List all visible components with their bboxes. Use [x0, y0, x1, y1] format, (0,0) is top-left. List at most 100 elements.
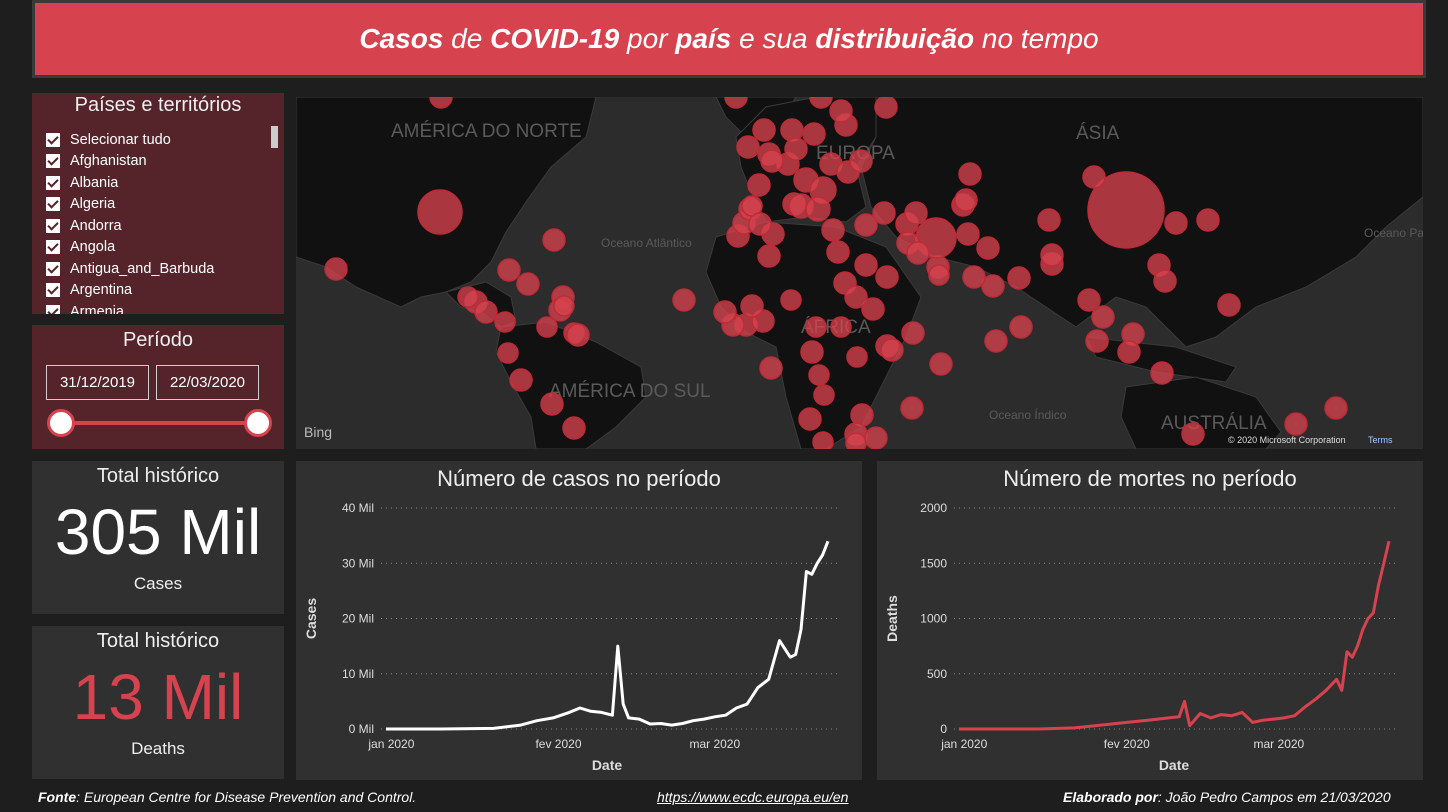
data-point[interactable]	[1036, 727, 1040, 731]
case-bubble[interactable]	[1082, 165, 1106, 189]
data-point[interactable]	[691, 719, 695, 723]
country-item[interactable]: Antigua_and_Barbuda	[46, 258, 266, 280]
case-bubble[interactable]	[1085, 329, 1109, 353]
world-map[interactable]: AMÉRICA DO NORTE AMÉRICA DO SUL ÁFRICA E…	[296, 97, 1423, 449]
case-bubble[interactable]	[1077, 288, 1101, 312]
data-point[interactable]	[745, 702, 749, 706]
case-bubble[interactable]	[780, 289, 802, 311]
data-point[interactable]	[567, 710, 571, 714]
case-bubble[interactable]	[813, 384, 835, 406]
data-point[interactable]	[600, 710, 604, 714]
period-slider-start-handle[interactable]	[47, 409, 75, 437]
data-point[interactable]	[1230, 714, 1234, 718]
case-bubble[interactable]	[800, 340, 824, 364]
case-bubble[interactable]	[805, 316, 827, 338]
data-point[interactable]	[519, 723, 523, 727]
data-point[interactable]	[756, 686, 760, 690]
country-item[interactable]: Algeria	[46, 194, 266, 216]
case-bubble[interactable]	[1324, 396, 1348, 420]
country-item[interactable]: Armenia	[46, 301, 266, 314]
case-bubble[interactable]	[784, 137, 808, 161]
data-point[interactable]	[1387, 539, 1391, 543]
case-bubble[interactable]	[1284, 412, 1308, 436]
data-point[interactable]	[589, 709, 593, 713]
deaths-chart[interactable]: Número de mortes no período 0 500 1000 1500…	[877, 461, 1423, 780]
data-point[interactable]	[578, 706, 582, 710]
case-bubble[interactable]	[981, 274, 1005, 298]
case-bubble[interactable]	[417, 189, 463, 235]
period-slider-end-handle[interactable]	[244, 409, 272, 437]
case-bubble[interactable]	[494, 311, 516, 333]
case-bubble[interactable]	[516, 272, 540, 296]
data-point[interactable]	[670, 723, 674, 727]
cases-chart-svg[interactable]: 0 Mil 10 Mil 20 Mil 30 Mil 40 Mil jan 2020 fev…	[296, 461, 862, 780]
case-bubble[interactable]	[760, 149, 784, 173]
data-point[interactable]	[648, 722, 652, 726]
data-point[interactable]	[627, 716, 631, 720]
case-bubble[interactable]	[809, 97, 833, 109]
data-point[interactable]	[1293, 714, 1297, 718]
country-list-scrollbar[interactable]	[271, 126, 278, 148]
case-bubble[interactable]	[747, 173, 771, 197]
data-point[interactable]	[1240, 710, 1244, 714]
data-point[interactable]	[1072, 726, 1076, 730]
data-point[interactable]	[1356, 644, 1360, 648]
data-point[interactable]	[680, 721, 684, 725]
data-point[interactable]	[1335, 677, 1339, 681]
case-bubble[interactable]	[976, 236, 1000, 260]
country-item[interactable]: Afghanistan	[46, 151, 266, 173]
country-item[interactable]: Albania	[46, 172, 266, 194]
case-bubble[interactable]	[736, 135, 760, 159]
case-bubble[interactable]	[553, 295, 575, 317]
data-point[interactable]	[767, 677, 771, 681]
data-point[interactable]	[551, 716, 555, 720]
case-bubble[interactable]	[874, 97, 898, 119]
case-bubble[interactable]	[798, 407, 822, 431]
case-bubble[interactable]	[324, 257, 348, 281]
start-date-input[interactable]: 31/12/2019	[46, 365, 149, 400]
data-point[interactable]	[788, 655, 792, 659]
footer-url-link[interactable]: https://www.ecdc.europa.eu/en	[657, 789, 849, 805]
data-point[interactable]	[637, 717, 641, 721]
data-point[interactable]	[1377, 583, 1381, 587]
case-bubble[interactable]	[748, 212, 772, 236]
end-date-input[interactable]: 22/03/2020	[156, 365, 259, 400]
case-bubble[interactable]	[542, 228, 566, 252]
case-bubble[interactable]	[900, 396, 924, 420]
data-point[interactable]	[1209, 716, 1213, 720]
data-point[interactable]	[815, 561, 819, 565]
case-bubble[interactable]	[497, 258, 521, 282]
case-bubble[interactable]	[1196, 208, 1220, 232]
data-point[interactable]	[1371, 611, 1375, 615]
case-bubble[interactable]	[872, 201, 896, 225]
case-bubble[interactable]	[540, 392, 564, 416]
data-point[interactable]	[1198, 712, 1202, 716]
case-bubble[interactable]	[1007, 266, 1031, 290]
case-bubbles[interactable]	[324, 97, 1348, 449]
case-bubble[interactable]	[861, 297, 885, 321]
country-item[interactable]: Angola	[46, 237, 266, 259]
data-point[interactable]	[1350, 655, 1354, 659]
case-bubble[interactable]	[845, 432, 867, 449]
data-point[interactable]	[1314, 697, 1318, 701]
country-item[interactable]: Argentina	[46, 280, 266, 302]
checkbox-icon[interactable]	[46, 197, 60, 212]
case-bubble[interactable]	[457, 286, 479, 308]
case-bubble[interactable]	[1040, 243, 1064, 267]
data-point[interactable]	[1146, 718, 1150, 722]
data-point[interactable]	[804, 570, 808, 574]
case-bubble[interactable]	[1037, 208, 1061, 232]
case-bubble[interactable]	[1150, 361, 1174, 385]
case-bubble[interactable]	[1153, 269, 1177, 293]
case-bubble[interactable]	[1164, 211, 1188, 235]
case-bubble[interactable]	[805, 196, 831, 222]
checkbox-icon[interactable]	[46, 304, 60, 314]
cases-chart[interactable]: Número de casos no período 0 Mil 10 Mil 20…	[296, 461, 862, 780]
data-point[interactable]	[438, 727, 442, 731]
case-bubble[interactable]	[1217, 293, 1241, 317]
case-bubble[interactable]	[562, 416, 586, 440]
case-bubble[interactable]	[984, 329, 1008, 353]
checkbox-icon[interactable]	[46, 175, 60, 190]
case-bubble[interactable]	[958, 162, 982, 186]
data-point[interactable]	[1324, 688, 1328, 692]
